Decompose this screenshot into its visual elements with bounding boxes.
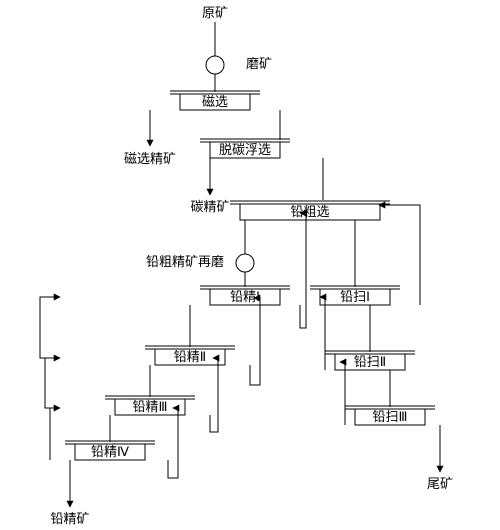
carbon_conc: 碳精矿 [190,199,229,214]
flowchart: 原矿磨矿磁选磁选精矿 脱碳浮选碳精矿 铅粗选铅粗精矿再磨铅精Ⅰ 铅扫Ⅰ 铅精Ⅱ 铅扫Ⅱ 铅精… [0,0,500,530]
pb_regrind_lbl: 铅粗精矿再磨 [146,254,224,269]
pb_conc: 铅精矿 [50,511,89,526]
node-label: 铅扫Ⅱ [354,354,386,369]
node-label: 铅精Ⅱ [174,349,206,364]
node-label: 铅扫Ⅲ [373,409,408,424]
raw_ore: 原矿 [202,5,228,20]
tailings: 尾矿 [427,476,453,491]
node-label: 铅精Ⅲ [133,399,168,414]
node-label: 磁选 [202,94,228,109]
mill1 [206,56,224,74]
node-label: 脱碳浮选 [219,142,271,157]
mag_conc: 磁选精矿 [124,151,176,166]
mill2 [236,254,254,272]
node-label: 铅精Ⅳ [91,444,129,459]
node-label: 铅粗选 [290,204,329,219]
node-label: 铅扫Ⅰ [340,289,370,304]
node-label: 铅精Ⅰ [230,289,260,304]
mill1-label: 磨矿 [246,56,272,71]
